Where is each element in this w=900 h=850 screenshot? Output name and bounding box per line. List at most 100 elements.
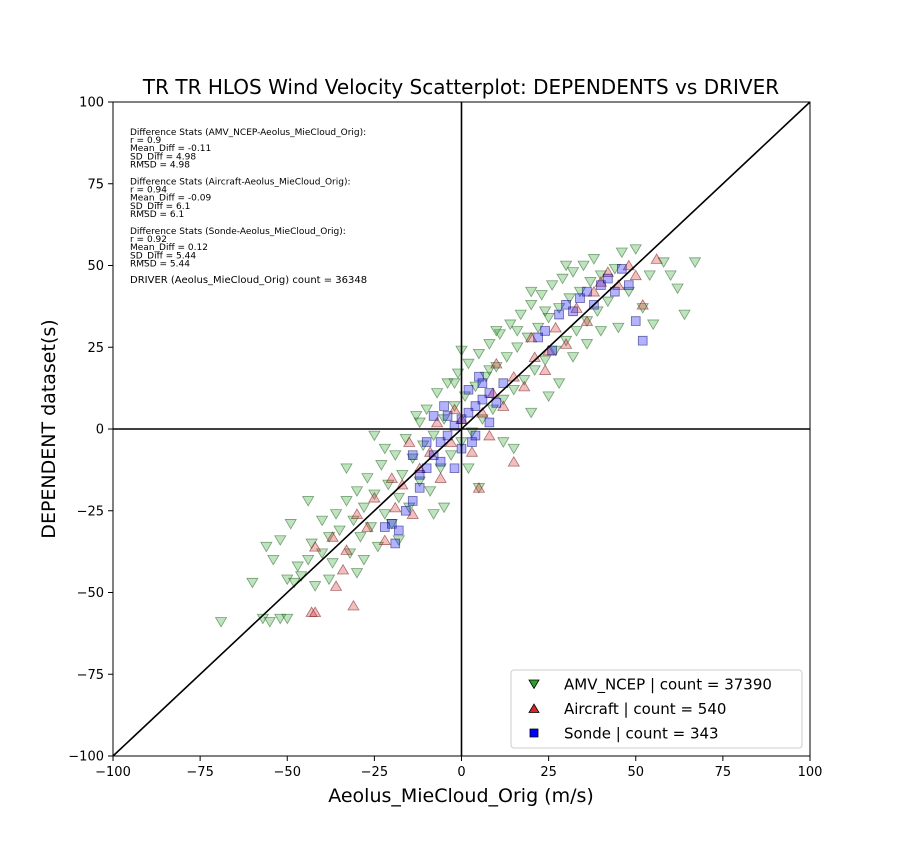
annotation-line: Difference Stats (Sonde-Aeolus_MieCloud_…	[130, 227, 346, 237]
series-0-point	[354, 532, 367, 543]
x-tick-label: 75	[715, 765, 732, 780]
series-0-point	[535, 290, 548, 301]
series-0-point	[507, 384, 520, 396]
series-0-point	[643, 270, 656, 282]
annotation-line: SD_Diff = 4.98	[130, 152, 196, 162]
annotation-line: SD_Diff = 5.44	[130, 251, 196, 261]
one-to-one-line	[112, 101, 811, 757]
series-1-point	[368, 491, 381, 503]
series-1-point	[490, 357, 503, 369]
annotation-line: Mean_Diff = 0.12	[130, 243, 208, 253]
series-2-point	[582, 286, 592, 297]
series-0-point	[664, 270, 677, 282]
series-0-point	[577, 260, 590, 272]
series-0-point	[368, 489, 381, 501]
series-0-point	[350, 568, 364, 579]
y-tick-label: 50	[87, 259, 104, 274]
series-0-point	[437, 502, 451, 514]
series-0-point	[462, 463, 475, 474]
x-tick-label: 25	[540, 765, 557, 780]
series-0-point	[263, 617, 277, 628]
series-1-point	[483, 429, 496, 441]
series-0-point	[525, 407, 538, 419]
series-0-point	[601, 296, 615, 308]
series-0-point	[552, 378, 566, 389]
series-0-point	[284, 519, 297, 530]
legend-box	[510, 669, 803, 749]
series-0-point	[392, 492, 405, 504]
series-2-point	[407, 450, 418, 460]
series-0-point	[322, 574, 336, 586]
series-0-point	[301, 496, 315, 507]
series-1-point	[308, 606, 322, 617]
series-0-point	[281, 613, 294, 625]
series-0-point	[483, 339, 496, 350]
x-tick-label: 50	[627, 765, 644, 780]
difference-stats-annotation: Difference Stats (AMV_NCEP-Aeolus_MieClo…	[130, 128, 366, 269]
series-1-point	[329, 580, 343, 591]
series-1-point	[650, 253, 663, 264]
series-1-point	[403, 436, 416, 447]
series-0-point	[500, 352, 514, 363]
series-0-point	[406, 453, 419, 465]
series-0-point	[413, 417, 426, 429]
series-0-point	[423, 486, 437, 497]
series-2-point	[491, 398, 502, 408]
series-1-point	[538, 364, 552, 375]
series-0-point	[340, 463, 353, 474]
driver-count-text: DRIVER (Aeolus_MieCloud_Orig) count = 36…	[130, 275, 367, 286]
series-1-point	[472, 482, 486, 493]
series-2-point	[630, 316, 641, 326]
series-0-point	[538, 355, 552, 367]
series-1-point	[423, 446, 437, 457]
x-tick-label: −25	[361, 765, 388, 780]
series-2-point	[540, 326, 550, 336]
series-0-point	[528, 365, 541, 376]
series-0-point	[472, 348, 486, 360]
series-0-point	[389, 450, 402, 461]
x-axis-label: Aeolus_MieCloud_Orig (m/s)	[328, 785, 594, 807]
series-2-point	[414, 469, 425, 480]
series-2-point	[484, 388, 495, 398]
series-1-point	[347, 599, 360, 611]
y-tick-label: −100	[68, 750, 104, 765]
series-2-point	[407, 496, 418, 506]
annotation-line: Difference Stats (AMV_NCEP-Aeolus_MieClo…	[130, 128, 366, 138]
series-1-point	[378, 534, 392, 545]
series-2-point	[623, 280, 634, 290]
series-0-point	[497, 437, 510, 448]
series-2-point	[637, 335, 648, 346]
series-0-point	[448, 401, 461, 412]
series-0-point	[518, 375, 531, 386]
series-0-point	[214, 617, 228, 628]
series-0-point	[462, 358, 475, 370]
y-tick-label: −50	[77, 586, 104, 601]
annotation-line: RMSD = 6.1	[130, 210, 184, 220]
series-1-point	[350, 508, 364, 519]
series-2-point	[442, 430, 453, 441]
series-0-point	[671, 283, 684, 295]
series-0-point	[566, 267, 580, 278]
series-2-point	[603, 273, 613, 284]
legend-entry: Aircraft | count = 540	[564, 700, 726, 718]
series-0-point	[357, 555, 371, 566]
series-1-point	[308, 540, 322, 552]
series-2-point	[554, 309, 564, 320]
series-1-point	[340, 544, 353, 555]
series-0-point	[340, 496, 353, 507]
series-0-point	[580, 339, 594, 350]
series-1-point	[336, 563, 350, 575]
series-2-point	[428, 411, 439, 421]
series-1-point	[385, 472, 398, 483]
series-0-point	[274, 535, 287, 546]
y-tick-label: −25	[77, 504, 104, 519]
annotation-line: RMSD = 5.44	[130, 259, 190, 269]
series-2-point	[463, 384, 474, 395]
y-tick-label: 25	[87, 341, 104, 356]
reference-lines	[112, 101, 811, 757]
series-0-point	[375, 460, 388, 471]
y-tick-label: −75	[77, 668, 104, 683]
y-tick-label: 100	[79, 96, 104, 111]
series-0-point	[329, 509, 343, 520]
series-0-point	[368, 430, 381, 442]
